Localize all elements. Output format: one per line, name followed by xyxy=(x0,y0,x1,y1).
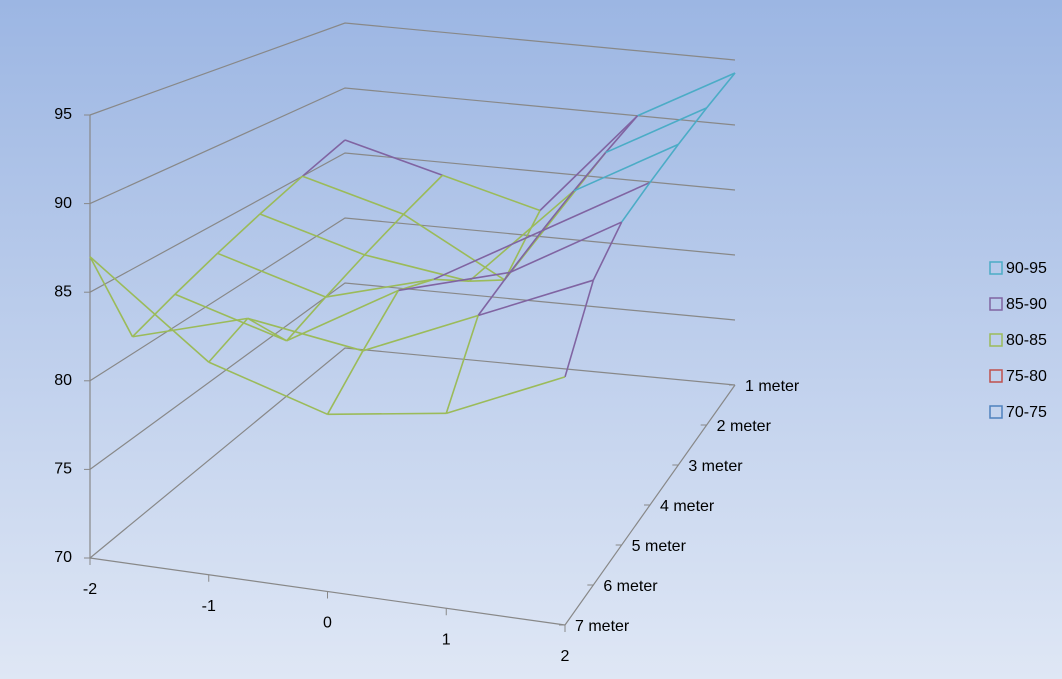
legend-swatch xyxy=(989,333,1003,347)
surface-edge xyxy=(592,221,623,281)
surface-edge xyxy=(477,279,594,317)
legend-label: 90-95 xyxy=(1006,260,1047,277)
surface-edge xyxy=(442,174,541,212)
surface-edge xyxy=(605,107,707,154)
surface-edge xyxy=(362,314,479,352)
surface-edge xyxy=(649,143,679,183)
surface-edge xyxy=(259,213,365,256)
z-tick-label: 95 xyxy=(54,106,72,123)
z-tick-label: 70 xyxy=(54,549,72,566)
surface-edge xyxy=(573,143,679,192)
surface-edge xyxy=(477,271,511,316)
surface-edge xyxy=(259,175,304,215)
surface-edge xyxy=(605,115,639,154)
surface-edge xyxy=(208,317,249,363)
surface-edge xyxy=(344,139,443,177)
surface-edge xyxy=(541,181,651,232)
surface-edge xyxy=(468,190,575,282)
surface-edge xyxy=(677,107,708,145)
grid-line xyxy=(89,22,736,116)
legend-label: 85-90 xyxy=(1006,296,1047,313)
surface-edge xyxy=(208,361,328,416)
surface-edge xyxy=(539,115,639,212)
surface-edge xyxy=(362,290,400,352)
z-tick-label: 85 xyxy=(54,283,72,300)
surface-edge xyxy=(302,175,404,216)
surface-edge xyxy=(433,230,543,281)
surface-edge xyxy=(174,252,219,295)
legend-swatch xyxy=(989,261,1003,275)
legend-swatch xyxy=(989,297,1003,311)
x-tick-label: 0 xyxy=(323,615,332,632)
surface-edge xyxy=(132,317,248,338)
surface-edge xyxy=(301,139,346,177)
depth-tick-label: 2 meter xyxy=(717,418,772,435)
surface-edge xyxy=(247,317,288,342)
surface-edge xyxy=(541,190,575,232)
surface-edge xyxy=(364,213,405,256)
surface-edge xyxy=(89,256,210,363)
x-tick-label: -2 xyxy=(83,581,97,598)
surface-edge xyxy=(325,278,434,298)
grid-line xyxy=(89,87,736,205)
depth-tick-label: 6 meter xyxy=(603,578,658,595)
grid-line xyxy=(89,217,736,382)
surface-edge xyxy=(637,72,736,117)
surface-edge xyxy=(174,293,287,342)
surface-edge xyxy=(503,210,541,281)
surface-edge xyxy=(433,278,470,282)
surface-edge xyxy=(509,230,543,273)
surface-edge xyxy=(398,278,434,292)
z-tick-label: 75 xyxy=(54,461,72,478)
surface-edge xyxy=(325,254,366,298)
surface-edge xyxy=(446,376,566,415)
surface-edge xyxy=(327,412,447,416)
depth-tick-label: 5 meter xyxy=(632,538,687,555)
legend-label: 75-80 xyxy=(1006,368,1047,385)
surface-edge xyxy=(564,279,595,378)
grid-line xyxy=(89,282,736,470)
legend-swatch xyxy=(989,405,1003,419)
legend-swatch xyxy=(989,369,1003,383)
z-tick-label: 80 xyxy=(54,372,72,389)
depth-tick-label: 3 meter xyxy=(688,458,743,475)
surface-edge xyxy=(247,317,364,352)
surface-edge xyxy=(403,213,506,281)
surface-edge xyxy=(445,315,479,414)
surface-edge xyxy=(286,296,327,342)
surface-edge xyxy=(402,174,444,215)
surface-edge xyxy=(131,293,176,338)
depth-tick-label: 4 meter xyxy=(660,498,715,515)
surface-edge xyxy=(573,152,607,192)
grid-line xyxy=(89,347,736,559)
surface-edge xyxy=(509,221,622,274)
surface-edge xyxy=(217,252,326,298)
legend-label: 80-85 xyxy=(1006,332,1047,349)
surface-edge xyxy=(286,289,399,342)
x-tick-label: 1 xyxy=(442,631,451,648)
surface-edge xyxy=(216,213,261,254)
depth-tick-label: 7 meter xyxy=(575,618,630,635)
surface-edge xyxy=(398,271,511,292)
x-tick-label: -1 xyxy=(202,598,216,615)
surface-edge xyxy=(706,72,736,109)
grid-line xyxy=(89,152,736,293)
surface-edge xyxy=(621,181,651,223)
surface-edge xyxy=(364,254,470,282)
x-tick-label: 2 xyxy=(561,648,570,665)
legend-label: 70-75 xyxy=(1006,404,1047,421)
depth-tick-label: 1 meter xyxy=(745,378,800,395)
surface-edge xyxy=(89,256,134,338)
surface-edge xyxy=(326,350,364,415)
surface-edge xyxy=(469,279,505,282)
z-tick-label: 90 xyxy=(54,195,72,212)
